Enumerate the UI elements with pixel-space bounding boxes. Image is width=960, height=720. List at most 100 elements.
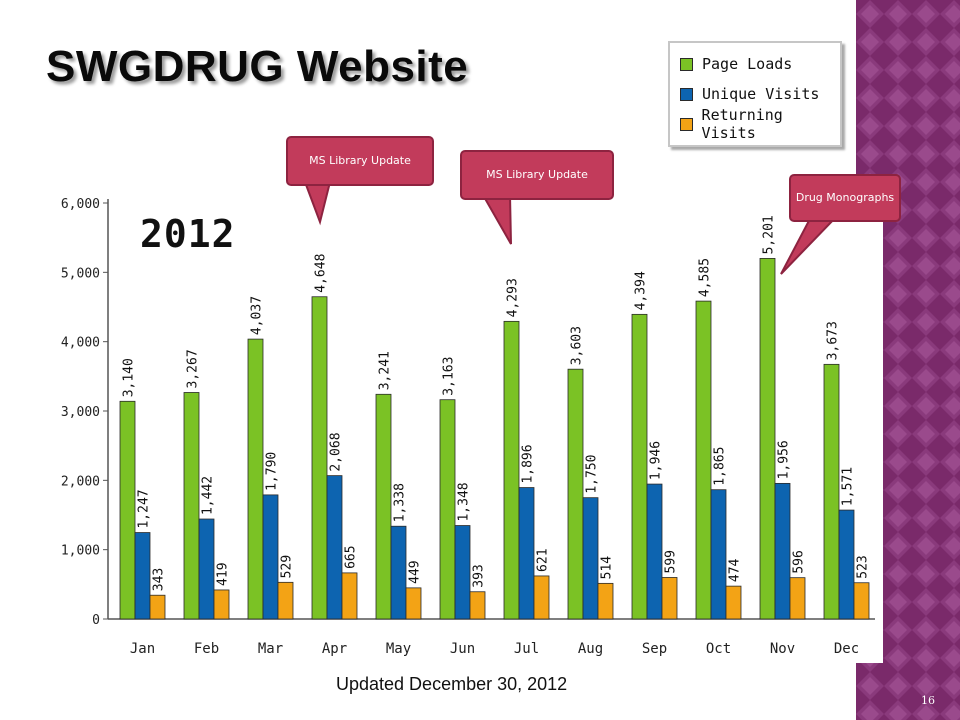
y-tick-label: 6,000 (61, 197, 100, 212)
bar-unique-visits (710, 489, 727, 620)
legend-item-returning-visits: Returning Visits (680, 106, 840, 142)
x-tick-label: Apr (322, 641, 347, 657)
x-tick-label: Jun (450, 641, 475, 657)
data-label: 4,394 (634, 271, 649, 310)
bar-returning-visits (725, 585, 742, 620)
data-label: 3,140 (122, 358, 137, 397)
bar-unique-visits (390, 525, 407, 620)
data-label: 1,338 (393, 483, 408, 522)
bar-unique-visits (326, 475, 343, 620)
callout-drug-monographs: Drug Monographs (789, 174, 901, 222)
data-label: 599 (664, 550, 679, 573)
data-label: 1,750 (585, 455, 600, 494)
data-label: 1,442 (201, 476, 216, 515)
y-tick-label: 0 (92, 613, 100, 628)
y-tick-label: 1,000 (61, 544, 100, 559)
y-tick-label: 2,000 (61, 474, 100, 489)
legend-item-unique-visits: Unique Visits (680, 84, 819, 104)
legend-label-page-loads: Page Loads (702, 55, 793, 73)
data-label: 3,241 (378, 351, 393, 390)
bar-page-loads (695, 300, 712, 620)
bar-returning-visits (597, 582, 614, 620)
slide-number: 16 (921, 694, 935, 707)
x-tick-label: Oct (706, 641, 731, 657)
bar-unique-visits (134, 532, 151, 620)
updated-note: Updated December 30, 2012 (336, 674, 568, 694)
bar-returning-visits (853, 582, 870, 620)
legend-swatch-page-loads (680, 57, 693, 71)
bar-page-loads (823, 363, 840, 620)
bar-returning-visits (533, 575, 550, 620)
data-label: 5,201 (762, 215, 777, 254)
data-label: 449 (408, 560, 423, 583)
x-tick-label: Jan (130, 641, 155, 657)
bar-page-loads (247, 338, 264, 620)
x-tick-label: Feb (194, 641, 219, 657)
data-label: 1,896 (521, 444, 536, 483)
data-label: 1,790 (265, 452, 280, 491)
bar-page-loads (119, 400, 136, 620)
data-label: 1,956 (777, 440, 792, 479)
data-label: 3,673 (826, 321, 841, 360)
x-tick-label: Aug (578, 641, 603, 657)
callout-ms-library-apr: MS Library Update (286, 136, 434, 186)
x-tick-label: Mar (258, 641, 283, 657)
data-label: 3,603 (570, 326, 585, 365)
callout-ms-library-jul: MS Library Update (460, 150, 614, 200)
data-label: 665 (344, 545, 359, 568)
bar-unique-visits (646, 483, 663, 620)
bar-returning-visits (213, 589, 230, 620)
data-label: 3,267 (186, 349, 201, 388)
legend-label-returning-visits: Returning Visits (701, 106, 783, 142)
bar-unique-visits (774, 482, 791, 620)
page-title: SWGDRUG Website (46, 42, 469, 91)
data-label: 529 (280, 555, 295, 578)
bar-chart: 0 1,000 2,000 3,000 4,000 5,000 6,000 3,140 1,24… (61, 197, 875, 657)
data-label: 523 (856, 555, 871, 578)
data-label: 1,946 (649, 441, 664, 480)
data-label: 596 (792, 550, 807, 573)
bar-unique-visits (198, 518, 215, 620)
data-label: 393 (472, 564, 487, 587)
chart-legend: Page Loads Unique Visits Returning Visit… (668, 41, 842, 147)
x-tick-label: Dec (834, 641, 859, 657)
bar-page-loads (567, 368, 584, 620)
data-label: 1,571 (841, 467, 856, 506)
x-tick-label: May (386, 641, 411, 657)
y-tick-label: 4,000 (61, 336, 100, 351)
data-label: 2,068 (329, 432, 344, 471)
data-label: 4,585 (698, 258, 713, 297)
x-tick-label: Jul (514, 641, 539, 657)
data-label: 4,293 (506, 278, 521, 317)
legend-swatch-returning-visits (680, 117, 693, 131)
bar-returning-visits (469, 591, 486, 620)
bar-unique-visits (582, 497, 599, 620)
bar-page-loads (503, 320, 520, 620)
data-label: 1,865 (713, 447, 728, 486)
bar-returning-visits (405, 587, 422, 620)
bar-returning-visits (789, 577, 806, 620)
bar-unique-visits (454, 525, 471, 620)
bar-returning-visits (341, 572, 358, 620)
bar-returning-visits (149, 594, 166, 620)
x-tick-label: Sep (642, 641, 667, 657)
data-label: 621 (536, 548, 551, 571)
data-label: 4,037 (250, 296, 265, 335)
data-label: 419 (216, 562, 231, 585)
data-label: 1,348 (457, 482, 472, 521)
bar-page-loads (439, 399, 456, 620)
data-label: 514 (600, 556, 615, 580)
bar-page-loads (311, 296, 328, 620)
bar-unique-visits (262, 494, 279, 620)
legend-item-page-loads: Page Loads (680, 54, 792, 74)
legend-swatch-unique-visits (680, 87, 693, 101)
data-label: 4,648 (314, 254, 329, 293)
data-label: 343 (152, 568, 167, 591)
bar-unique-visits (838, 509, 855, 620)
bar-page-loads (375, 393, 392, 620)
bar-page-loads (631, 313, 648, 620)
bar-returning-visits (661, 577, 678, 620)
y-tick-label: 3,000 (61, 405, 100, 420)
data-label: 1,247 (137, 489, 152, 528)
legend-label-unique-visits: Unique Visits (702, 85, 820, 103)
